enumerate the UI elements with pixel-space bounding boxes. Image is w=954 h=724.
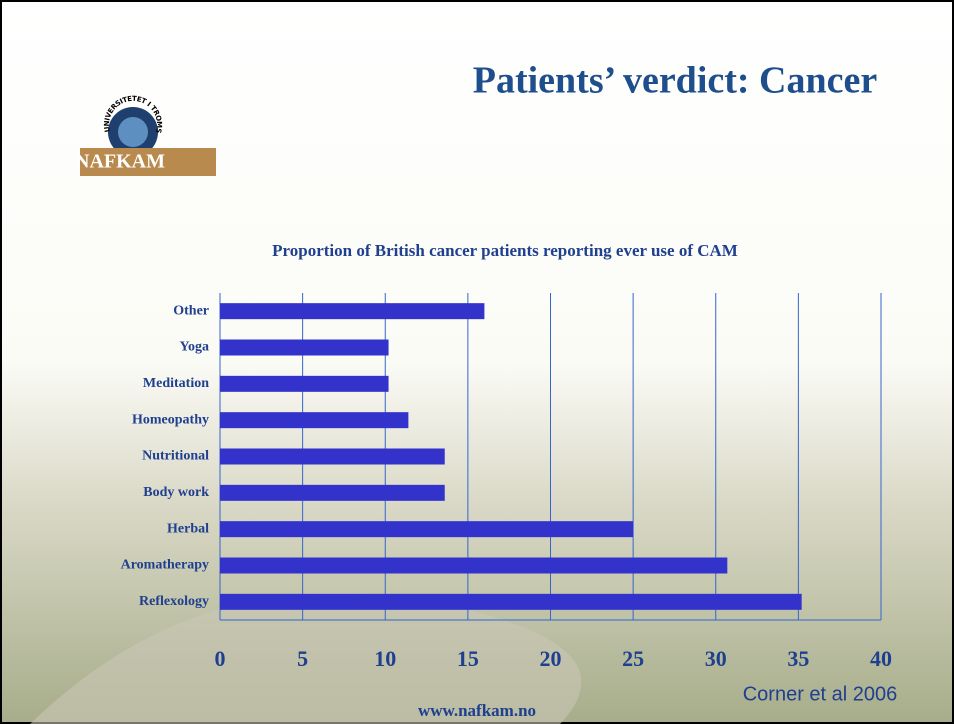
y-tick-label: Yoga <box>179 340 209 355</box>
y-tick-label: Homeopathy <box>132 412 209 427</box>
y-tick-label: Reflexology <box>139 594 209 609</box>
bar <box>220 340 389 356</box>
y-tick-label: Nutritional <box>142 449 209 464</box>
x-tick-label: 10 <box>374 646 396 671</box>
page: UNIVERSITETET I TROMSØ NAFKAM Patients’ … <box>0 0 954 724</box>
slide-title: Patients’ verdict: Cancer <box>473 60 878 102</box>
bar <box>220 449 445 465</box>
source: Corner et al 2006 <box>743 683 898 705</box>
slide: UNIVERSITETET I TROMSØ NAFKAM Patients’ … <box>0 0 954 724</box>
x-tick-label: 15 <box>457 646 479 671</box>
x-tick-label: 25 <box>622 646 644 671</box>
footer: www.nafkam.no <box>418 701 536 720</box>
bar <box>220 485 445 501</box>
y-tick-label: Aromatherapy <box>121 558 209 573</box>
x-tick-label: 40 <box>870 646 892 671</box>
y-tick-label: Meditation <box>143 376 209 391</box>
x-tick-label: 0 <box>215 646 226 671</box>
y-tick-label: Herbal <box>167 521 209 536</box>
x-tick-label: 35 <box>787 646 809 671</box>
bar <box>220 594 802 610</box>
bar <box>220 521 633 537</box>
x-tick-label: 20 <box>540 646 562 671</box>
bar <box>220 303 484 319</box>
x-tick-label: 30 <box>705 646 727 671</box>
bar <box>220 376 389 392</box>
chart-title: Proportion of British cancer patients re… <box>272 241 738 260</box>
y-tick-label: Body work <box>143 485 209 500</box>
x-tick-label: 5 <box>297 646 308 671</box>
bar <box>220 412 408 428</box>
logo-seal-inner <box>118 117 148 147</box>
bar <box>220 558 727 574</box>
logo-brand: NAFKAM <box>75 151 165 173</box>
y-tick-label: Other <box>173 303 209 318</box>
